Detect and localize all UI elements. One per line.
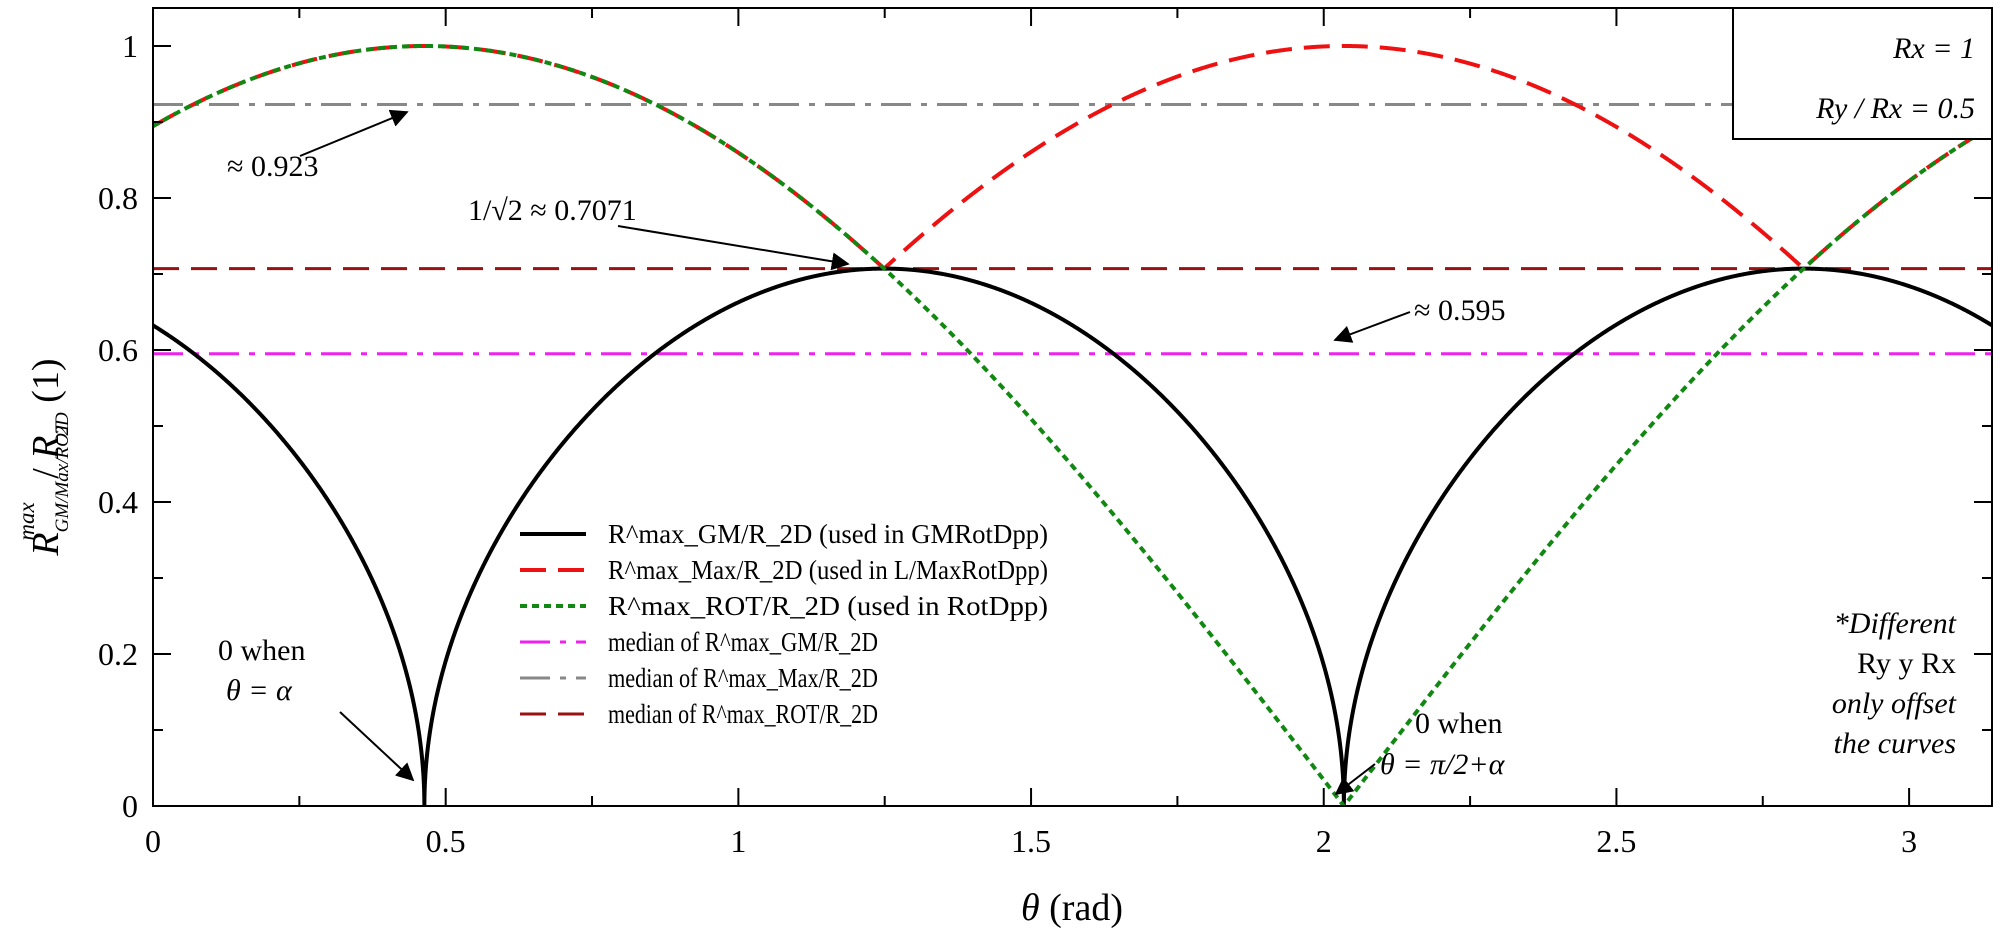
params-box: Rx = 1 Ry / Rx = 0.5 (1732, 7, 1993, 140)
annotation-median-gm: ≈ 0.595 (1414, 294, 1505, 327)
annotation-zero2-line1: 0 when (1415, 707, 1502, 740)
annotations: ≈ 0.923 1/√2 ≈ 0.7071 ≈ 0.595 0 when θ =… (218, 109, 1506, 796)
y-tick-label: 0.6 (98, 332, 138, 368)
note: *Different Ry y Rx only offset the curve… (1832, 607, 1957, 760)
y-tick-label: 0 (122, 788, 138, 824)
x-tick-label: 0.5 (426, 823, 466, 859)
annotation-median-gm-arrow (1333, 311, 1411, 343)
annotation-zero1-arrow (339, 711, 415, 782)
series-gm-line (153, 266, 1992, 806)
annotation-zero2-arrow (1334, 763, 1376, 796)
x-tick-label: 1.5 (1011, 823, 1051, 859)
legend-label: R^max_GM/R_2D (used in GMRotDpp) (608, 519, 1048, 549)
plot-frame (152, 7, 1993, 807)
legend-label: R^max_ROT/R_2D (used in RotDpp) (608, 591, 1048, 621)
legend-label: median of R^max_GM/R_2D (608, 627, 878, 657)
note-line3: only offset (1832, 687, 1957, 720)
x-tick-label: 2.5 (1596, 823, 1636, 859)
y-axis-title: RGM/Max/ROTmax / R2D (1) (14, 358, 73, 556)
legend: R^max_GM/R_2D (used in GMRotDpp) R^max_Ma… (520, 519, 1048, 729)
annotation-crossing-arrow (617, 225, 850, 271)
y-tick-label: 0.2 (98, 636, 138, 672)
series-layer (153, 44, 1992, 806)
y-tick-label: 0.4 (98, 484, 138, 520)
x-tick-label: 0 (145, 823, 161, 859)
legend-label: R^max_Max/R_2D (used in L/MaxRotDpp) (608, 555, 1048, 585)
annotation-zero1-line2: θ = α (226, 674, 293, 707)
x-tick-label: 3 (1901, 823, 1917, 859)
note-line1: *Different (1834, 607, 1957, 640)
x-axis-title: θ (rad) (1021, 887, 1123, 929)
series-max-line (153, 44, 1992, 271)
axis-ticks: 0 0.5 1 1.5 2 2.5 3 0 0.2 0.4 0.6 0.8 1 (98, 8, 1992, 859)
annotation-zero2-line2: θ = π/2+α (1380, 748, 1506, 781)
note-line2: Ry y Rx (1857, 647, 1956, 680)
annotation-median-max-arrow (299, 109, 409, 157)
legend-label: median of R^max_Max/R_2D (608, 663, 878, 693)
note-line4: the curves (1834, 727, 1956, 760)
legend-label: median of R^max_ROT/R_2D (608, 699, 878, 729)
y-tick-label: 0.8 (98, 180, 138, 216)
annotation-crossing: 1/√2 ≈ 0.7071 (468, 194, 637, 227)
x-tick-label: 2 (1316, 823, 1332, 859)
plot-clip-group (153, 44, 1992, 806)
params-line2: Ry / Rx = 0.5 (1815, 92, 1975, 125)
x-tick-label: 1 (730, 823, 746, 859)
annotation-zero1-line1: 0 when (218, 634, 305, 667)
y-tick-label: 1 (122, 28, 138, 64)
series-rot-line (153, 44, 1992, 806)
params-line1: Rx = 1 (1892, 32, 1975, 65)
svg-text:RGM/Max/ROTmax / R2D (1): RGM/Max/ROTmax / R2D (1) (14, 358, 73, 556)
